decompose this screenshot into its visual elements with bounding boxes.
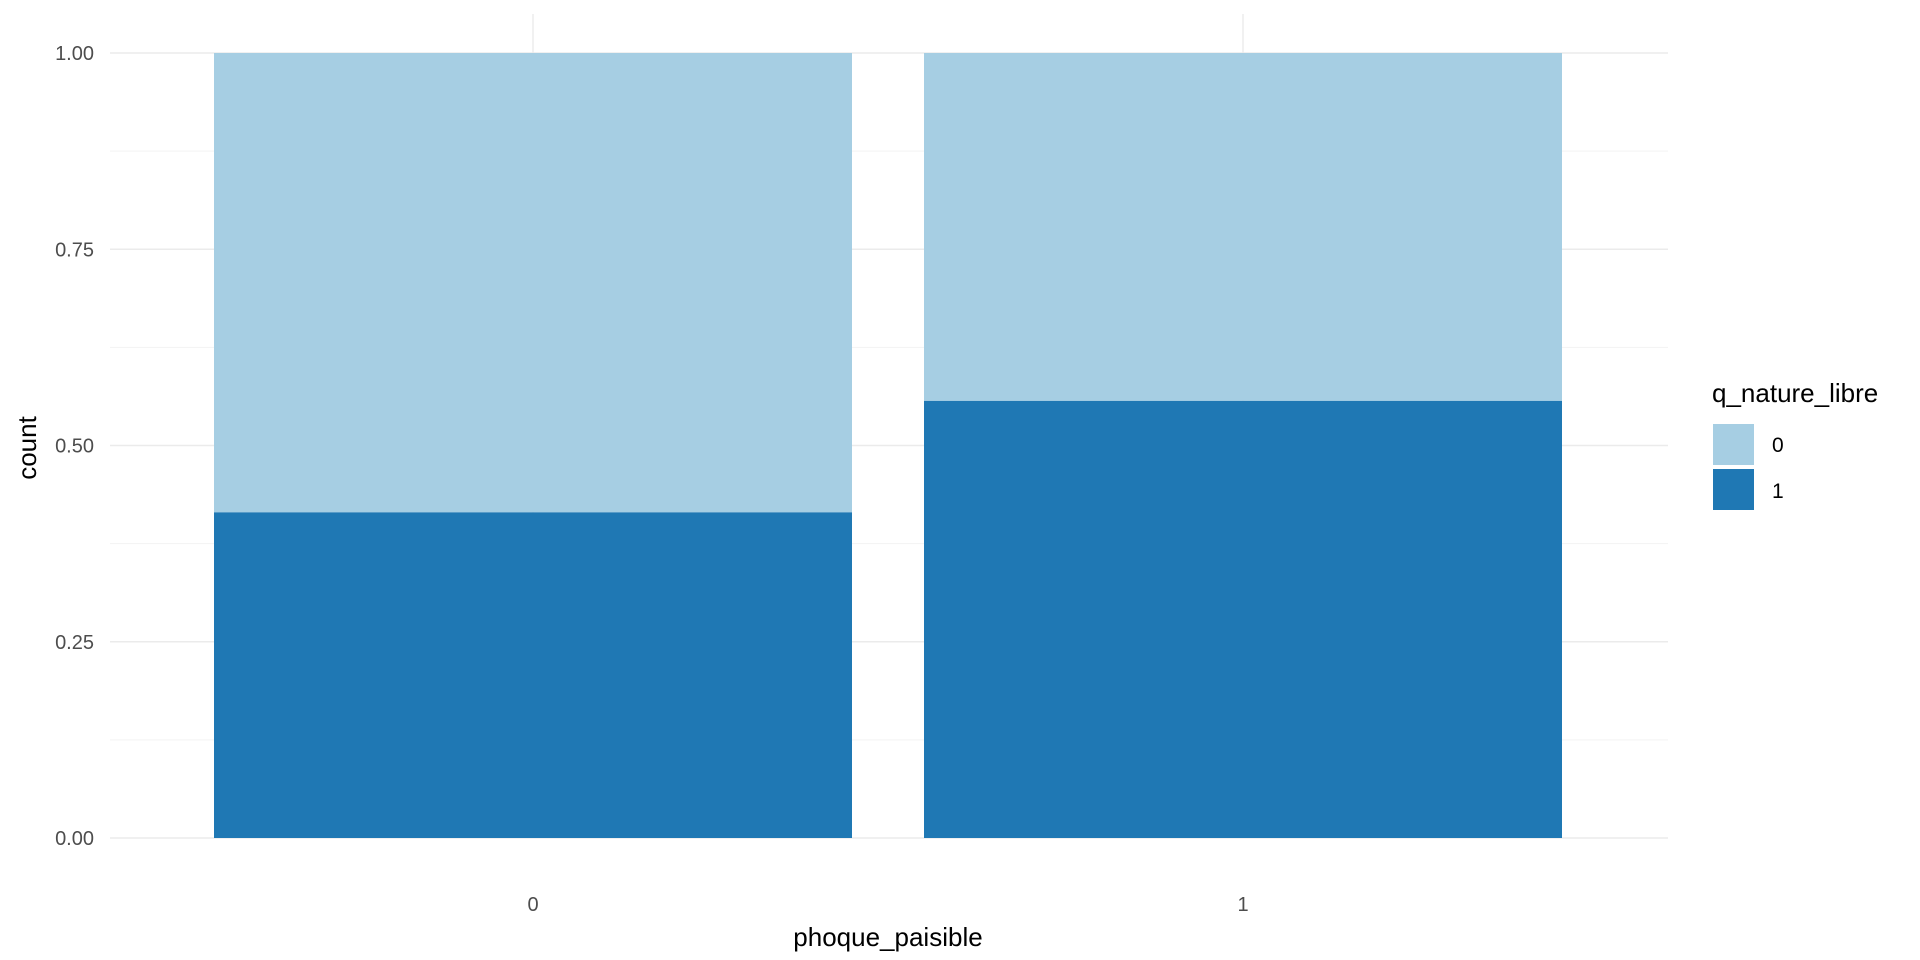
y-tick-label-1: 0.25	[55, 632, 94, 654]
x-tick-label-0: 0	[527, 894, 538, 916]
legend: q_nature_libre 0 1	[1712, 378, 1878, 510]
legend-swatch-0	[1713, 424, 1754, 465]
y-axis-title: count	[12, 415, 42, 479]
bar-0-series-1	[214, 512, 852, 838]
legend-swatch-1	[1713, 469, 1754, 510]
y-tick-label-4: 1.00	[55, 43, 94, 65]
bar-1-series-1	[924, 400, 1562, 838]
y-tick-label-2: 0.50	[55, 436, 94, 458]
bar-0-series-0	[214, 53, 852, 513]
legend-label-1: 1	[1772, 480, 1784, 503]
bars	[214, 53, 1562, 838]
legend-title: q_nature_libre	[1712, 378, 1878, 408]
bar-1-series-0	[924, 53, 1562, 401]
y-axis-ticks: 0.00 0.25 0.50 0.75 1.00	[55, 43, 94, 850]
legend-label-0: 0	[1772, 434, 1784, 457]
y-tick-label-3: 0.75	[55, 239, 94, 261]
x-tick-label-1: 1	[1237, 894, 1248, 916]
y-tick-label-0: 0.00	[55, 828, 94, 850]
x-axis-title: phoque_paisible	[793, 922, 982, 952]
